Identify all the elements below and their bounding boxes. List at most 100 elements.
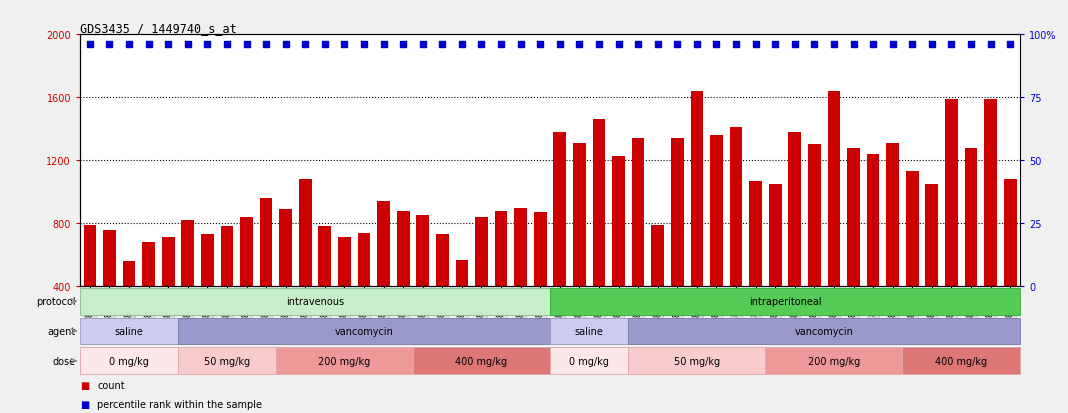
Point [826, 41, 843, 48]
Bar [729, 128, 742, 349]
Text: saline: saline [114, 326, 143, 336]
Bar [534, 213, 547, 349]
Text: agent: agent [47, 326, 76, 336]
Point [238, 41, 255, 48]
Bar [221, 227, 233, 349]
Point [923, 41, 940, 48]
Point [904, 41, 921, 48]
Point [864, 41, 881, 48]
Bar [808, 145, 820, 349]
Text: saline: saline [575, 326, 603, 336]
Point [335, 41, 352, 48]
Bar [397, 211, 409, 349]
Point [473, 41, 490, 48]
Point [610, 41, 627, 48]
Point [492, 41, 509, 48]
Bar [553, 133, 566, 349]
Bar [178, 348, 276, 374]
Bar [83, 225, 96, 349]
Point [218, 41, 235, 48]
Point [277, 41, 294, 48]
Bar [318, 227, 331, 349]
Bar [80, 288, 550, 315]
Text: 50 mg/kg: 50 mg/kg [674, 356, 720, 366]
Text: 0 mg/kg: 0 mg/kg [109, 356, 150, 366]
Text: 0 mg/kg: 0 mg/kg [569, 356, 609, 366]
Bar [1004, 180, 1017, 349]
Bar [550, 288, 1020, 315]
Point [551, 41, 568, 48]
Point [140, 41, 157, 48]
Point [708, 41, 725, 48]
Bar [104, 230, 115, 349]
Text: protocol: protocol [35, 297, 76, 306]
Point [747, 41, 764, 48]
Bar [926, 185, 938, 349]
Bar [632, 139, 644, 349]
Bar [377, 202, 390, 349]
Point [394, 41, 411, 48]
Point [1002, 41, 1019, 48]
Bar [515, 208, 527, 349]
Bar [142, 242, 155, 349]
Bar [671, 139, 684, 349]
Bar [358, 233, 371, 349]
Bar [593, 120, 606, 349]
Point [688, 41, 705, 48]
Point [532, 41, 549, 48]
Bar [612, 156, 625, 349]
Bar [945, 100, 958, 349]
Point [434, 41, 451, 48]
Point [179, 41, 197, 48]
Point [375, 41, 392, 48]
Bar [80, 318, 178, 344]
Bar [550, 348, 628, 374]
Point [570, 41, 587, 48]
Point [669, 41, 686, 48]
Point [981, 41, 999, 48]
Point [512, 41, 529, 48]
Point [786, 41, 803, 48]
Text: dose: dose [52, 356, 76, 366]
Bar [766, 348, 902, 374]
Bar [906, 172, 918, 349]
Bar [417, 215, 429, 349]
Bar [280, 209, 292, 349]
Bar [769, 185, 782, 349]
Point [767, 41, 784, 48]
Bar [788, 133, 801, 349]
Bar [162, 238, 174, 349]
Bar [867, 154, 879, 349]
Bar [750, 181, 761, 349]
Bar [123, 261, 136, 349]
Bar [710, 136, 723, 349]
Bar [240, 218, 253, 349]
Text: 200 mg/kg: 200 mg/kg [318, 356, 371, 366]
Bar [339, 238, 350, 349]
Bar [985, 100, 996, 349]
Point [297, 41, 314, 48]
Bar [182, 221, 194, 349]
Text: 400 mg/kg: 400 mg/kg [936, 356, 987, 366]
Point [884, 41, 901, 48]
Bar [628, 318, 1020, 344]
Text: 50 mg/kg: 50 mg/kg [204, 356, 250, 366]
Bar [902, 348, 1020, 374]
Point [199, 41, 216, 48]
Point [805, 41, 822, 48]
Bar [436, 235, 449, 349]
Point [316, 41, 333, 48]
Point [727, 41, 744, 48]
Point [159, 41, 176, 48]
Bar [651, 225, 664, 349]
Bar [276, 348, 413, 374]
Point [591, 41, 608, 48]
Bar [886, 144, 899, 349]
Text: intravenous: intravenous [286, 297, 344, 306]
Bar [494, 212, 507, 349]
Bar [201, 235, 214, 349]
Point [121, 41, 138, 48]
Bar [964, 148, 977, 349]
Bar [691, 92, 703, 349]
Text: 200 mg/kg: 200 mg/kg [807, 356, 860, 366]
